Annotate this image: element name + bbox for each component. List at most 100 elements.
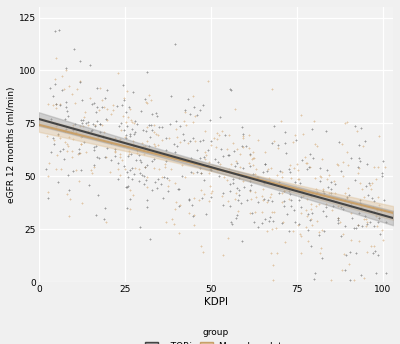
Point [123, 135, 129, 141]
Point [69, 92, 75, 97]
Point [69, 154, 76, 159]
Point [375, 219, 381, 225]
Point [71, 46, 77, 52]
Point [213, 137, 220, 142]
Point [91, 162, 97, 168]
Point [340, 173, 346, 179]
Point [284, 212, 290, 217]
Point [186, 197, 192, 203]
Point [186, 111, 193, 116]
Point [72, 122, 78, 127]
Point [176, 203, 182, 208]
Point [323, 213, 330, 219]
Point [62, 65, 69, 71]
Point [293, 137, 300, 142]
Point [43, 166, 49, 172]
Point [346, 193, 352, 198]
Point [146, 143, 152, 148]
Point [292, 179, 298, 184]
Point [208, 142, 214, 147]
Point [118, 157, 125, 162]
Point [298, 205, 305, 210]
Point [288, 198, 294, 203]
Point [247, 152, 253, 158]
Point [289, 228, 296, 234]
Point [100, 135, 106, 140]
Point [232, 197, 238, 202]
Point [136, 178, 142, 184]
Point [53, 55, 60, 61]
Point [264, 228, 270, 234]
Point [314, 218, 320, 223]
Point [356, 210, 362, 216]
Point [220, 252, 226, 258]
Point [44, 133, 50, 139]
Point [371, 209, 377, 215]
Point [176, 230, 182, 236]
Point [320, 228, 327, 234]
Point [227, 203, 233, 209]
Point [262, 217, 268, 222]
Point [196, 155, 203, 161]
Point [268, 86, 275, 92]
Point [366, 219, 373, 224]
Point [286, 196, 292, 202]
Point [205, 147, 211, 152]
Point [300, 193, 306, 199]
Point [49, 135, 56, 140]
Point [130, 144, 136, 150]
Point [76, 146, 82, 152]
Point [196, 138, 203, 143]
Legend: mTORi, Mycophenolate: mTORi, Mycophenolate [141, 325, 291, 344]
Point [126, 206, 133, 212]
Point [146, 92, 153, 98]
Point [232, 159, 239, 164]
Point [366, 180, 372, 186]
Point [320, 208, 326, 214]
Point [306, 164, 312, 170]
Point [208, 167, 214, 172]
Point [157, 181, 164, 186]
Point [149, 111, 155, 117]
Point [323, 128, 330, 133]
Point [66, 187, 72, 193]
Point [324, 167, 330, 173]
Point [146, 122, 152, 128]
Point [163, 159, 170, 164]
Point [159, 138, 165, 143]
Point [299, 188, 305, 193]
Point [228, 87, 234, 93]
Point [170, 154, 177, 160]
Point [232, 163, 238, 169]
Point [122, 109, 129, 115]
Point [319, 255, 326, 261]
Point [363, 223, 369, 229]
Point [132, 118, 138, 124]
Point [91, 147, 98, 152]
Point [78, 141, 85, 147]
Point [78, 117, 84, 122]
Point [367, 183, 373, 188]
Point [94, 85, 100, 91]
Point [254, 174, 260, 180]
Point [172, 150, 178, 155]
Point [283, 150, 289, 155]
Point [275, 190, 282, 195]
Point [332, 190, 338, 195]
Point [268, 191, 274, 197]
Point [51, 142, 58, 147]
Point [230, 141, 236, 146]
Point [369, 180, 375, 185]
Point [308, 193, 314, 198]
Point [290, 139, 296, 144]
Point [84, 119, 91, 125]
Point [116, 155, 123, 160]
Point [128, 151, 135, 157]
Point [376, 203, 382, 208]
Point [226, 86, 233, 92]
Point [364, 161, 370, 166]
Point [219, 128, 225, 134]
Point [190, 119, 196, 125]
Point [154, 114, 160, 119]
Point [155, 142, 161, 148]
